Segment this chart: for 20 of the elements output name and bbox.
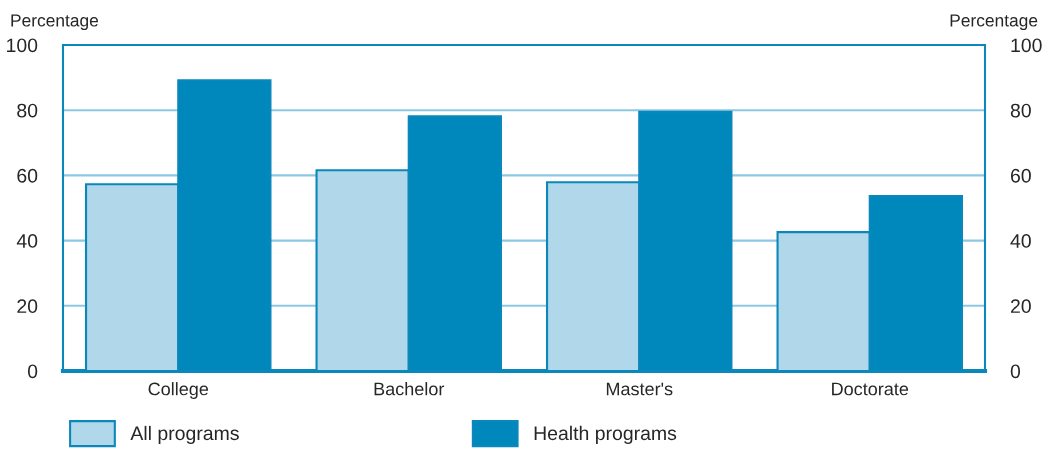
y2-tick-label: 40 bbox=[1010, 234, 1031, 248]
legend-label: Health programs bbox=[534, 425, 677, 444]
y2-tick-label: 60 bbox=[1010, 168, 1031, 183]
y2-tick-label: 0 bbox=[1010, 364, 1021, 379]
x-tick-label: Bachelor bbox=[374, 382, 445, 396]
y-tick-label: 100 bbox=[7, 38, 38, 53]
y-tick-label: 60 bbox=[17, 168, 38, 183]
y-axis-title: Percentage bbox=[11, 14, 99, 30]
y2-axis-title: Percentage bbox=[950, 14, 1038, 30]
y2-tick-label: 100 bbox=[1011, 38, 1042, 53]
y-tick-label: 20 bbox=[17, 299, 38, 314]
y2-tick-label: 20 bbox=[1010, 299, 1031, 314]
y-tick-label: 0 bbox=[27, 364, 38, 379]
y2-tick-label: 80 bbox=[1010, 103, 1031, 118]
x-tick-label: Doctorate bbox=[832, 382, 909, 396]
y-tick-label: 40 bbox=[16, 234, 38, 248]
x-tick-label: Master's bbox=[606, 382, 673, 396]
y-tick-label: 80 bbox=[17, 103, 38, 118]
legend-label: All programs bbox=[130, 425, 239, 444]
x-tick-label: College bbox=[148, 382, 209, 399]
